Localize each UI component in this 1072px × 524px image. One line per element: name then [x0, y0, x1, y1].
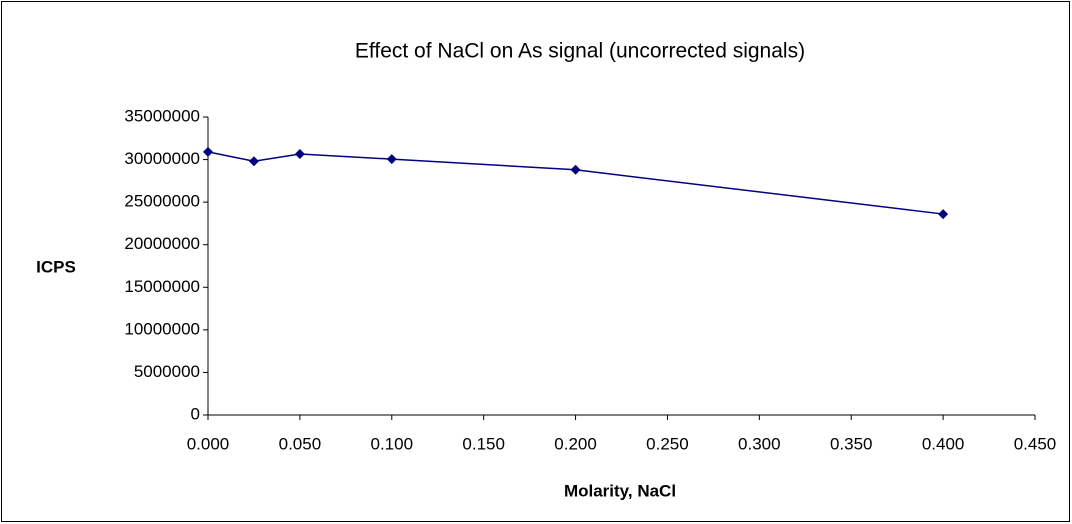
- data-point: [294, 149, 305, 160]
- y-tick-label: 0: [191, 404, 200, 423]
- y-tick-label: 20000000: [124, 234, 200, 253]
- data-point: [203, 146, 213, 157]
- data-point: [386, 154, 397, 165]
- y-tick-label: 25000000: [124, 192, 200, 211]
- data-point: [248, 156, 259, 167]
- y-axis-title: ICPS: [36, 257, 76, 276]
- x-tick-label: 0.200: [554, 434, 597, 453]
- y-tick-label: 10000000: [124, 319, 200, 338]
- x-tick-label: 0.000: [187, 434, 230, 453]
- x-tick-label: 0.100: [371, 434, 414, 453]
- x-axis-title: Molarity, NaCl: [564, 481, 676, 500]
- data-line: [207, 151, 944, 215]
- x-tick-label: 0.300: [738, 434, 781, 453]
- x-tick-label: 0.450: [1014, 434, 1057, 453]
- chart-title: Effect of NaCl on As signal (uncorrected…: [355, 40, 805, 63]
- data-point: [938, 209, 949, 220]
- x-tick-label: 0.150: [462, 434, 505, 453]
- x-tick-label: 0.050: [279, 434, 322, 453]
- x-tick-label: 0.400: [922, 434, 965, 453]
- y-tick-label: 15000000: [124, 277, 200, 296]
- y-tick-label: 5000000: [134, 362, 200, 381]
- y-tick-label: 35000000: [124, 106, 200, 125]
- x-tick-label: 0.250: [646, 434, 689, 453]
- x-tick-label: 0.350: [830, 434, 873, 453]
- y-tick-label: 30000000: [124, 149, 200, 168]
- data-point: [570, 164, 581, 175]
